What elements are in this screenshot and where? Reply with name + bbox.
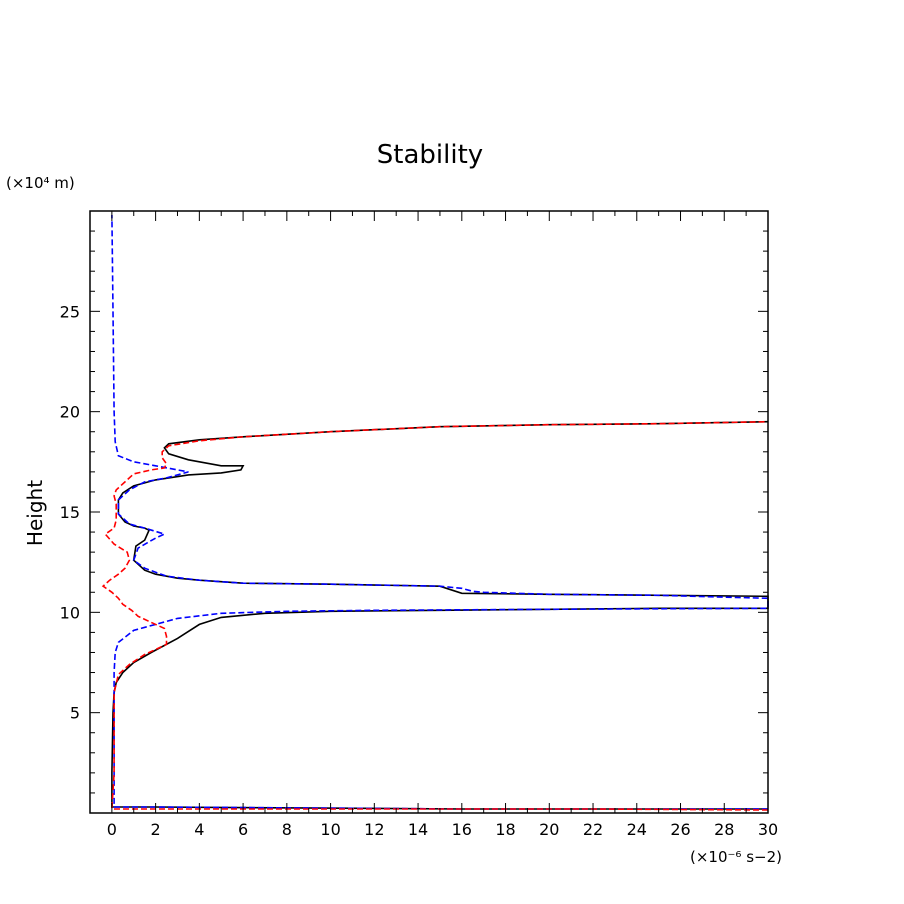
x-tick-label: 16 bbox=[452, 820, 472, 839]
series-layer bbox=[101, 214, 769, 811]
x-axis-unit: (×10⁻⁶ s−2) bbox=[690, 848, 782, 866]
y-axis-unit: (×10⁴ m) bbox=[6, 174, 75, 192]
y-tick-label: 20 bbox=[60, 403, 80, 422]
y-tick-label: 25 bbox=[60, 302, 80, 321]
x-tick-label: 22 bbox=[583, 820, 603, 839]
x-tick-label: 26 bbox=[670, 820, 690, 839]
series-line-1 bbox=[111, 420, 769, 810]
plot-frame bbox=[89, 210, 769, 814]
y-tick-label: 5 bbox=[70, 704, 80, 723]
x-tick-label: 0 bbox=[107, 820, 117, 839]
x-tick-label: 6 bbox=[238, 820, 248, 839]
x-tick-label: 10 bbox=[320, 820, 340, 839]
x-tick-label: 12 bbox=[364, 820, 384, 839]
y-tick-label: 10 bbox=[60, 603, 80, 622]
x-tick-label: 14 bbox=[408, 820, 428, 839]
chart-title: Stability bbox=[377, 140, 483, 170]
y-tick-label: 15 bbox=[60, 503, 80, 522]
x-tick-label: 24 bbox=[627, 820, 647, 839]
x-tick-label: 4 bbox=[194, 820, 204, 839]
x-tick-label: 8 bbox=[282, 820, 292, 839]
x-tick-label: 18 bbox=[495, 820, 515, 839]
x-tick-label: 30 bbox=[758, 820, 778, 839]
y-axis-label: Height bbox=[23, 480, 47, 546]
x-tick-label: 28 bbox=[714, 820, 734, 839]
series-line-2 bbox=[111, 214, 769, 810]
x-tick-label: 20 bbox=[539, 820, 559, 839]
series-line-3 bbox=[101, 420, 769, 811]
x-tick-label: 2 bbox=[151, 820, 161, 839]
